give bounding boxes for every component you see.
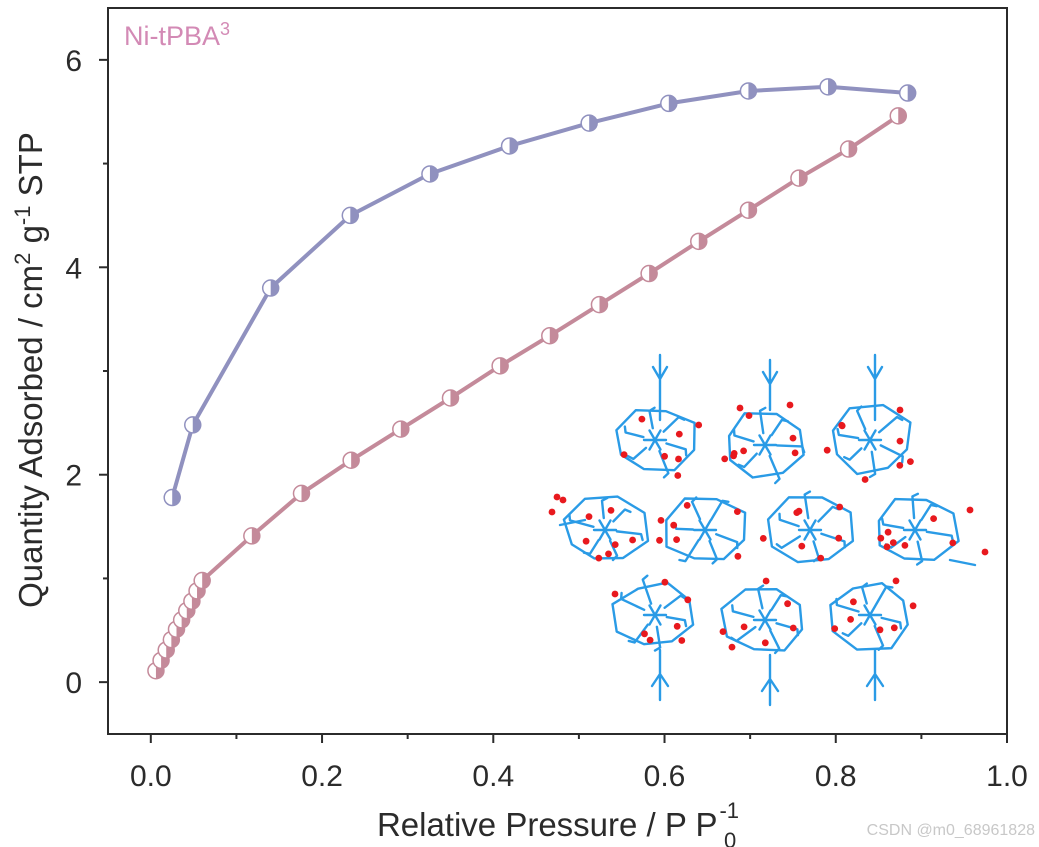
- adsorption-point: [491, 357, 509, 375]
- adsorption-point: [889, 107, 908, 125]
- x-tick-label: 0.4: [472, 760, 514, 793]
- adsorption-point: [243, 527, 261, 545]
- adsorption-point: [441, 389, 460, 407]
- desorption-point: [421, 165, 439, 183]
- desorption-point: [500, 137, 519, 155]
- plot-frame: [107, 7, 1008, 735]
- adsorption-point: [590, 295, 609, 314]
- watermark: CSDN @m0_68961828: [867, 822, 1035, 839]
- desorption-point: [184, 416, 202, 434]
- desorption-point: [819, 78, 837, 96]
- desorption-point: [163, 488, 181, 507]
- y-tick-label: 4: [65, 252, 82, 285]
- x-axis-title: Relative Pressure / P P-1 0: [377, 798, 739, 847]
- x-tick-label: 0.0: [130, 760, 172, 793]
- adsorption-point: [790, 169, 808, 187]
- y-axis-title: Quantity Adsorbed / cm2 g-1 STP: [10, 132, 49, 608]
- y-tick-label: 0: [65, 667, 82, 700]
- desorption-point: [341, 206, 360, 225]
- adsorption-point: [392, 420, 410, 438]
- adsorption-line: [154, 114, 900, 672]
- crystal-structure-inset: [548, 353, 989, 707]
- desorption-point: [739, 82, 758, 100]
- adsorption-point: [739, 201, 758, 219]
- x-tick-label: 0.8: [815, 760, 857, 793]
- adsorption-point: [839, 140, 858, 158]
- adsorption-point: [342, 451, 360, 469]
- ticks-layer: 0.0 0.2 0.4 0.6 0.8 1.0 0 2 4 6: [65, 45, 1028, 793]
- adsorption-point: [690, 232, 708, 251]
- adsorption-point: [292, 484, 311, 503]
- panel-label: Ni-tPBA3: [124, 19, 230, 51]
- desorption-point: [898, 84, 917, 102]
- adsorption-point: [541, 326, 559, 345]
- x-tick-label: 1.0: [986, 760, 1028, 793]
- desorption-point: [261, 279, 280, 297]
- series-layer: [147, 78, 917, 680]
- adsorption-point: [193, 571, 211, 590]
- y-tick-label: 2: [65, 460, 82, 493]
- desorption-point: [580, 114, 598, 132]
- desorption-line: [170, 84, 908, 499]
- x-tick-label: 0.6: [644, 760, 686, 793]
- desorption-point: [660, 94, 678, 113]
- y-tick-label: 6: [65, 45, 82, 78]
- x-tick-label: 0.2: [301, 760, 343, 793]
- adsorption-point: [640, 264, 658, 283]
